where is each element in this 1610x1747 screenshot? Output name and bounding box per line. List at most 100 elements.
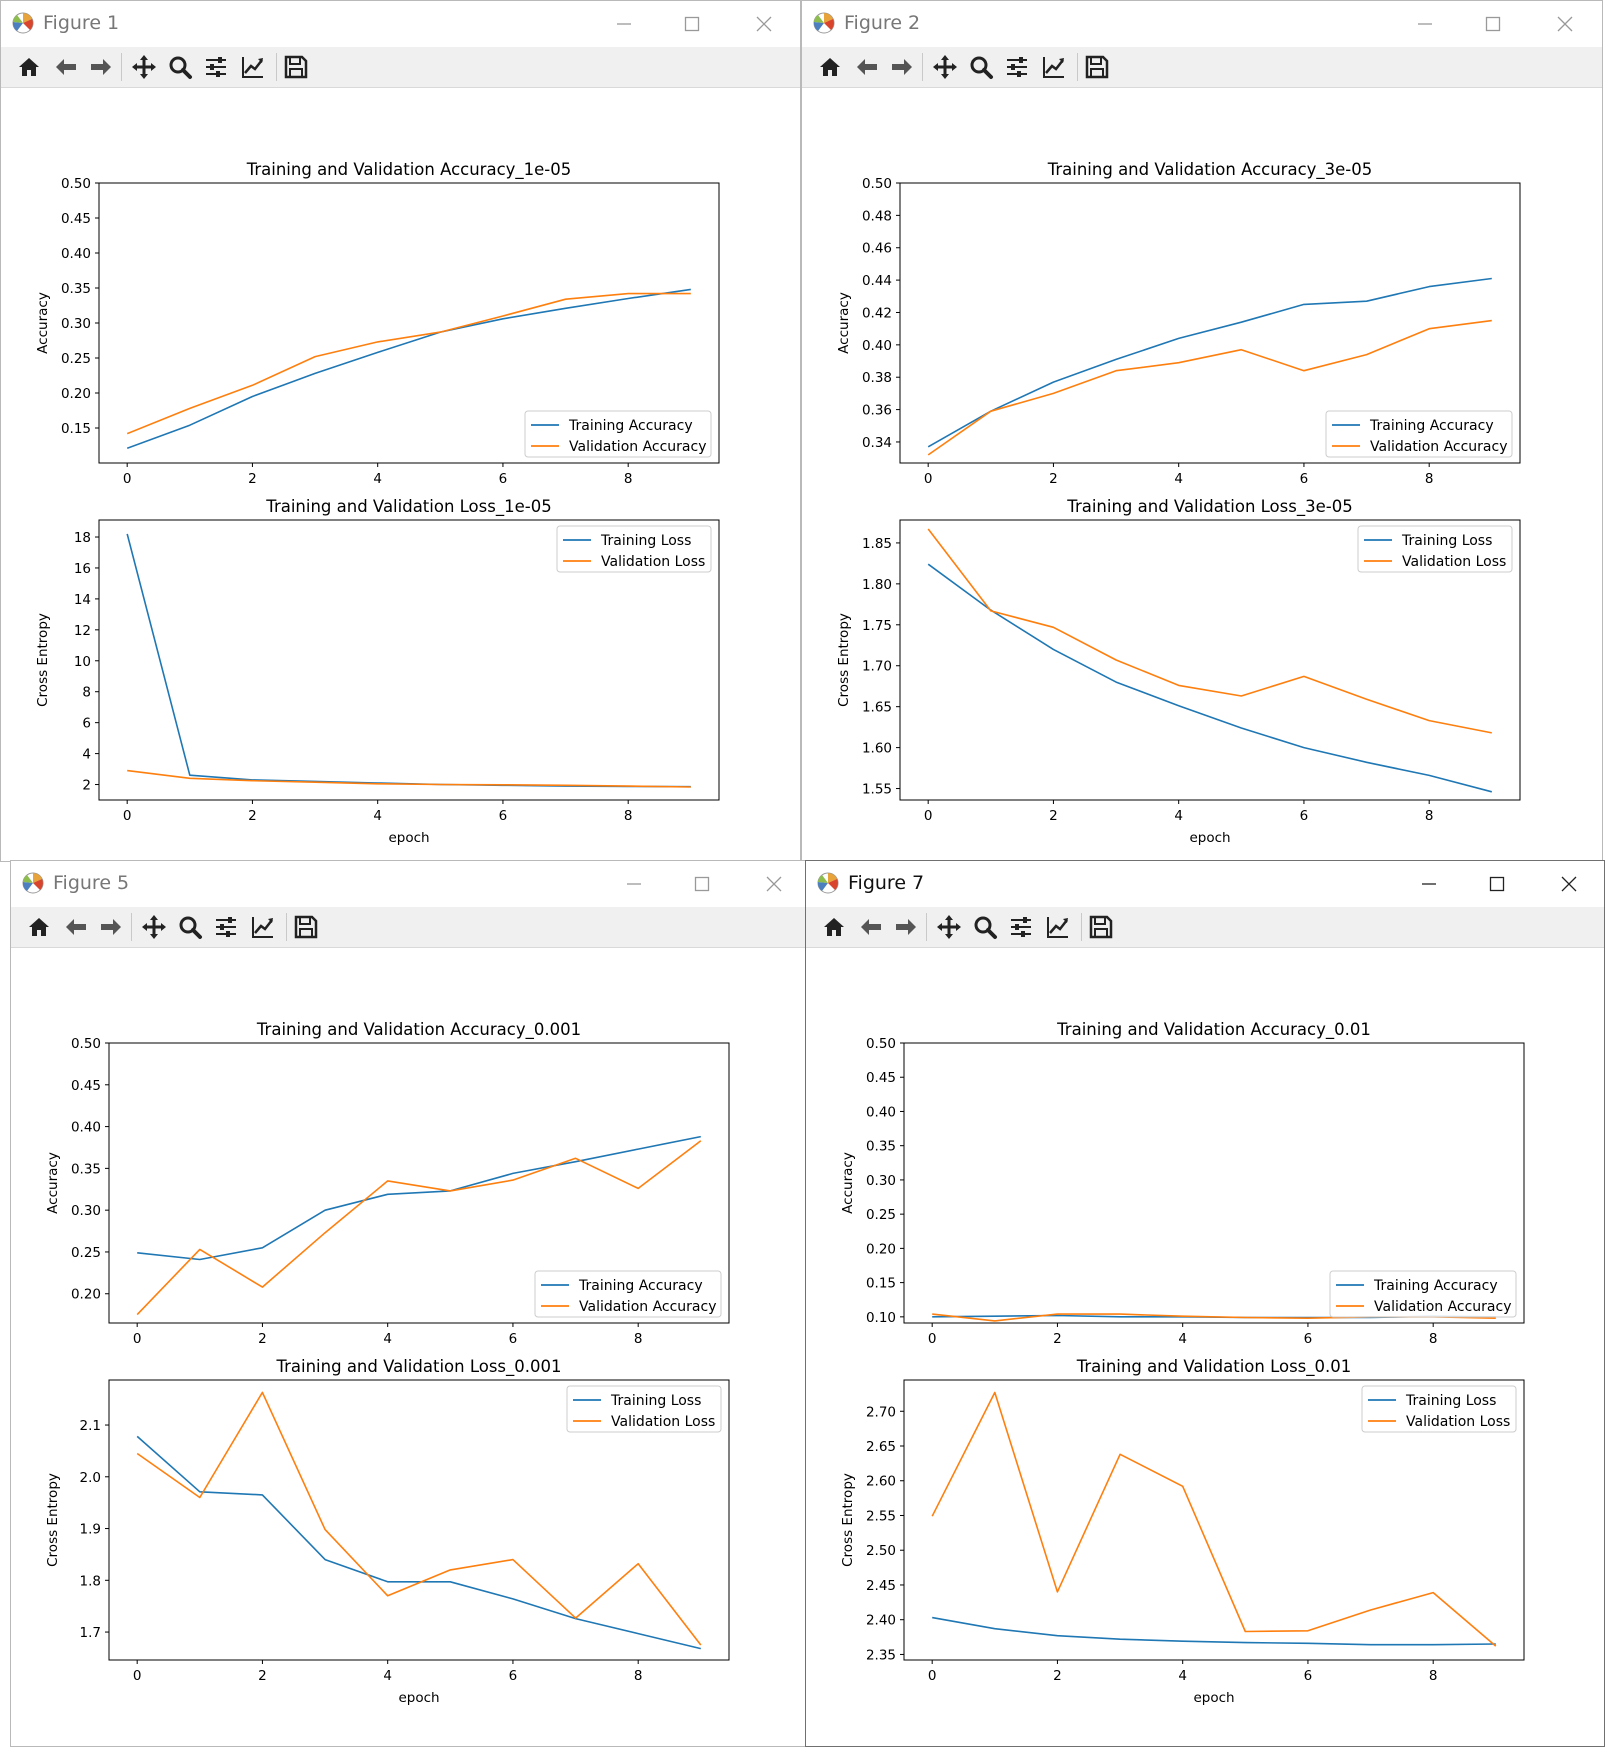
- title-bar[interactable]: Figure 5: [11, 861, 806, 907]
- forward-arrow-button[interactable]: [96, 912, 126, 942]
- y-tick-label: 0.10: [866, 1310, 896, 1326]
- home-button[interactable]: [819, 912, 849, 942]
- figure-canvas: Training and Validation Accuracy_1e-05 0.…: [1, 88, 791, 848]
- edit-axis-button[interactable]: [238, 52, 268, 82]
- figure-2-window: Figure 2 Training and Validation Accurac…: [801, 0, 1603, 862]
- minimize-button[interactable]: [1407, 7, 1443, 41]
- y-tick-label: 0.15: [61, 421, 91, 437]
- y-tick-label: 0.35: [71, 1161, 101, 1177]
- maximize-button[interactable]: [1479, 867, 1515, 901]
- maximize-button[interactable]: [1475, 7, 1511, 41]
- title-bar[interactable]: Figure 1: [1, 1, 800, 47]
- y-axis-label: Cross Entropy: [35, 613, 51, 707]
- home-button[interactable]: [815, 52, 845, 82]
- x-tick-label: 2: [1053, 1668, 1062, 1684]
- y-tick-label: 2.65: [866, 1439, 896, 1455]
- zoom-icon: [970, 56, 993, 79]
- legend-label: Validation Accuracy: [1370, 439, 1508, 455]
- zoom-button[interactable]: [175, 912, 205, 942]
- legend: Training Accuracy Validation Accuracy: [1325, 410, 1513, 458]
- pan-button[interactable]: [129, 52, 159, 82]
- close-button[interactable]: [756, 867, 792, 901]
- y-tick-label: 0.42: [862, 305, 892, 321]
- save-button[interactable]: [1082, 52, 1112, 82]
- configure-subplots-button[interactable]: [1002, 52, 1032, 82]
- pan-button[interactable]: [934, 912, 964, 942]
- validation-series-line: [927, 528, 1492, 734]
- zoom-button[interactable]: [165, 52, 195, 82]
- home-icon: [19, 58, 39, 76]
- save-button[interactable]: [281, 52, 311, 82]
- legend: Training Loss Validation Loss: [1357, 525, 1513, 573]
- back-arrow-button[interactable]: [852, 52, 882, 82]
- legend-label: Training Accuracy: [568, 418, 693, 434]
- back-arrow-button[interactable]: [856, 912, 886, 942]
- minimize-button[interactable]: [616, 867, 652, 901]
- y-tick-label: 0.30: [61, 316, 91, 332]
- toolbar-separator: [1081, 913, 1082, 941]
- close-button[interactable]: [746, 7, 782, 41]
- x-tick-label: 4: [1174, 808, 1183, 824]
- title-bar[interactable]: Figure 7: [806, 861, 1604, 907]
- subplot: Training and Validation Loss_3e-05 1.55 1.…: [836, 497, 1521, 846]
- y-tick-label: 2.45: [866, 1578, 896, 1594]
- x-tick-label: 0: [123, 808, 132, 824]
- back-arrow-button[interactable]: [51, 52, 81, 82]
- y-tick-label: 6: [82, 716, 91, 732]
- x-tick-label: 8: [1429, 1668, 1438, 1684]
- y-tick-label: 1.85: [862, 536, 892, 552]
- configure-subplots-button[interactable]: [1006, 912, 1036, 942]
- toolbar-separator: [922, 53, 923, 81]
- save-button[interactable]: [1086, 912, 1116, 942]
- forward-arrow-button[interactable]: [86, 52, 116, 82]
- edit-axis-button[interactable]: [1039, 52, 1069, 82]
- y-tick-label: 0.35: [61, 281, 91, 297]
- maximize-button[interactable]: [674, 7, 710, 41]
- zoom-button[interactable]: [970, 912, 1000, 942]
- home-button[interactable]: [24, 912, 54, 942]
- close-button[interactable]: [1551, 867, 1587, 901]
- title-bar[interactable]: Figure 2: [802, 1, 1602, 47]
- zoom-button[interactable]: [966, 52, 996, 82]
- home-button[interactable]: [14, 52, 44, 82]
- y-tick-label: 1.8: [80, 1573, 101, 1589]
- subplot: Training and Validation Accuracy_0.001 0.…: [45, 1020, 730, 1347]
- close-button[interactable]: [1547, 7, 1583, 41]
- legend: Training Accuracy Validation Accuracy: [534, 1270, 722, 1318]
- figure-canvas: Training and Validation Accuracy_3e-05 0.…: [802, 88, 1592, 848]
- validation-series-line: [927, 319, 1492, 456]
- x-tick-label: 0: [928, 1331, 937, 1347]
- y-tick-label: 0.25: [866, 1207, 896, 1223]
- pan-button[interactable]: [930, 52, 960, 82]
- x-tick-label: 2: [1053, 1331, 1062, 1347]
- minimize-icon: [1422, 883, 1436, 885]
- pan-button[interactable]: [139, 912, 169, 942]
- x-tick-label: 8: [634, 1331, 643, 1347]
- edit-axis-button[interactable]: [248, 912, 278, 942]
- x-axis-label: epoch: [388, 830, 429, 846]
- forward-arrow-button[interactable]: [887, 52, 917, 82]
- validation-series-line: [126, 292, 691, 435]
- validation-series-line: [127, 769, 691, 788]
- y-tick-label: 2.55: [866, 1508, 896, 1524]
- forward-arrow-button[interactable]: [891, 912, 921, 942]
- back-arrow-button[interactable]: [61, 912, 91, 942]
- edit-axis-button[interactable]: [1043, 912, 1073, 942]
- y-tick-label: 16: [74, 561, 91, 577]
- maximize-icon: [1485, 16, 1501, 32]
- toolbar-separator: [926, 913, 927, 941]
- x-tick-label: 4: [383, 1668, 392, 1684]
- y-tick-label: 0.34: [862, 435, 892, 451]
- configure-subplots-button[interactable]: [201, 52, 231, 82]
- legend-label: Training Loss: [1401, 533, 1492, 549]
- y-tick-label: 2.40: [866, 1613, 896, 1629]
- save-button[interactable]: [291, 912, 321, 942]
- maximize-button[interactable]: [684, 867, 720, 901]
- training-series-line: [927, 277, 1492, 448]
- y-tick-label: 14: [74, 592, 91, 608]
- minimize-button[interactable]: [1411, 867, 1447, 901]
- back-arrow-icon: [857, 59, 877, 75]
- legend-label: Training Loss: [600, 533, 691, 549]
- configure-subplots-button[interactable]: [211, 912, 241, 942]
- minimize-button[interactable]: [606, 7, 642, 41]
